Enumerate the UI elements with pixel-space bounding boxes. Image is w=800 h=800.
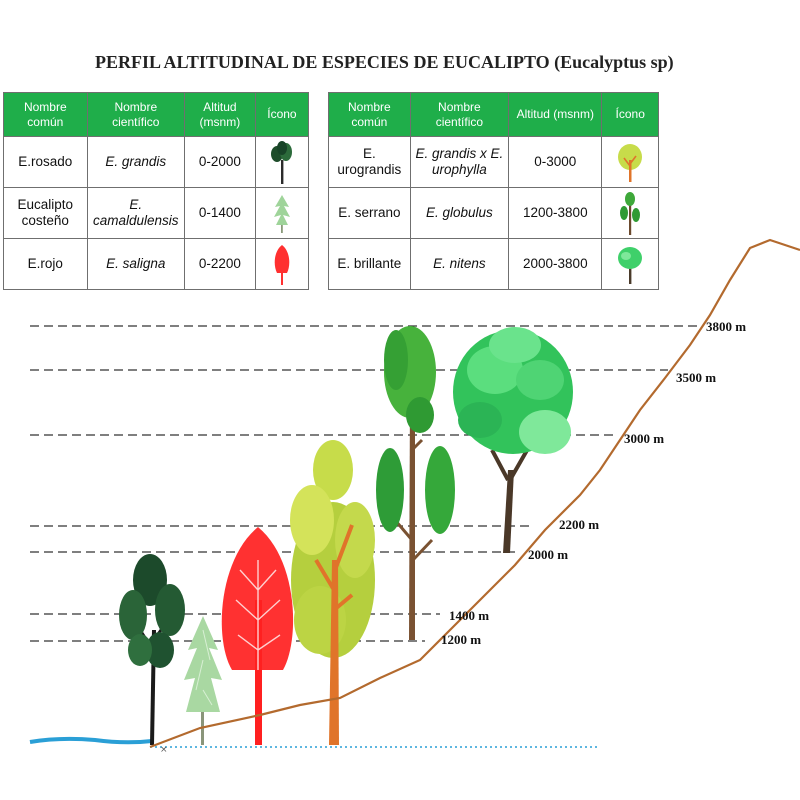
scientific-name: E. globulus — [409, 187, 510, 239]
mountain-slope — [149, 238, 800, 749]
altitude-range: 0-1400 — [183, 187, 256, 239]
header-icon: Ícono — [601, 92, 659, 137]
common-name: Eucalipto costeño — [3, 187, 88, 239]
header-common-name: Nombre común — [3, 92, 88, 137]
tall-green-tree-icon — [620, 192, 641, 235]
altitude-label-1400: 1400 m — [449, 608, 489, 623]
page-title: PERFIL ALTITUDINAL DE ESPECIES DE EUCALI… — [95, 52, 674, 72]
table-row: E.rosado E. grandis 0-2000 — [3, 136, 310, 188]
round-green-tree-icon — [618, 247, 643, 284]
altitude-range: 0-2200 — [183, 238, 256, 290]
table-header-row: Nombre común Nombre científico Altitud (… — [328, 92, 659, 137]
common-name: E. brillante — [328, 238, 411, 290]
header-scientific-name: Nombre científico — [86, 92, 185, 137]
altitude-label-3500: 3500 m — [676, 370, 716, 385]
table-row: E. brillante E. nitens 2000-3800 — [328, 238, 659, 290]
species-table-left: Nombre común Nombre científico Altitud (… — [3, 92, 310, 290]
common-name: E.rojo — [3, 238, 88, 290]
tall-green-tree-icon — [376, 326, 455, 640]
header-altitude: Altitud (msnm) — [183, 92, 256, 137]
species-table-right: Nombre común Nombre científico Altitud (… — [328, 92, 659, 290]
red-tree-icon — [274, 245, 290, 285]
table-header-row: Nombre común Nombre científico Altitud (… — [3, 92, 310, 137]
red-tree-icon — [221, 527, 294, 745]
dark-green-tree-icon — [119, 554, 185, 745]
table-row: E.rojo E. saligna 0-2200 — [3, 238, 310, 290]
altitude-range: 0-3000 — [508, 136, 603, 188]
altitude-label-2200: 2200 m — [559, 517, 599, 532]
table-row: E. serrano E. globulus 1200-3800 — [328, 187, 659, 239]
svg-text:×: × — [160, 745, 168, 755]
scientific-name: E. camaldulensis — [86, 187, 185, 239]
scientific-name: E. grandis — [86, 136, 185, 188]
table-row: E. urograndis E. grandis x E. urophylla … — [328, 136, 659, 188]
altitude-range: 2000-3800 — [508, 238, 603, 290]
water-surface — [29, 736, 153, 745]
altitude-label-2000: 2000 m — [528, 547, 568, 562]
altitude-label-1200: 1200 m — [441, 632, 481, 647]
altitude-label-3800: 3800 m — [706, 319, 746, 334]
common-name: E.rosado — [3, 136, 88, 188]
header-icon: Ícono — [254, 92, 310, 137]
scientific-name: E. nitens — [409, 238, 510, 290]
round-green-tree-icon — [453, 327, 573, 553]
altitude-range: 0-2000 — [183, 136, 256, 188]
common-name: E. urograndis — [328, 136, 411, 188]
altitude-label-3000: 3000 m — [624, 431, 664, 446]
yellow-green-tree-icon — [618, 144, 643, 182]
light-green-pine-icon — [184, 616, 222, 745]
table-row: Eucalipto costeño E. camaldulensis 0-140… — [3, 187, 310, 239]
scientific-name: E. saligna — [86, 238, 185, 290]
light-green-pine-icon — [273, 195, 290, 233]
altitude-range: 1200-3800 — [508, 187, 603, 239]
dark-green-tree-icon — [270, 141, 292, 184]
header-altitude: Altitud (msnm) — [508, 92, 603, 137]
